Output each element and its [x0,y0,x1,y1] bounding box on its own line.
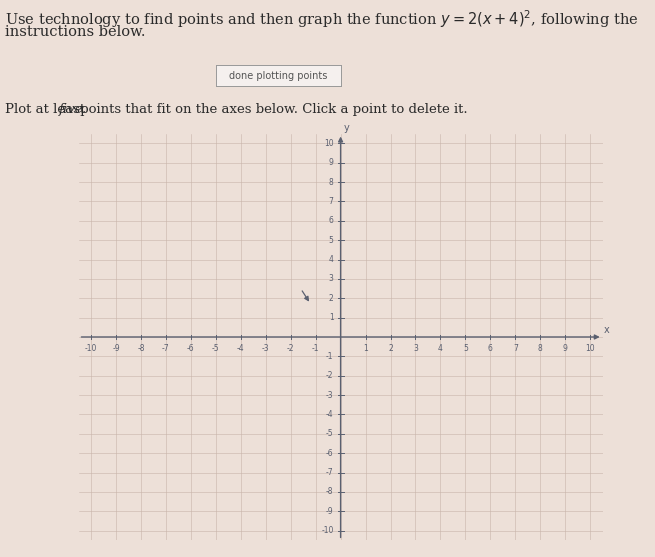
Text: 1: 1 [329,313,333,322]
Text: 4: 4 [329,255,333,264]
Text: 6: 6 [329,216,333,226]
Text: x: x [604,325,610,335]
Text: -2: -2 [287,344,295,353]
Text: Plot at least: Plot at least [5,103,90,116]
Text: -6: -6 [187,344,195,353]
Text: points that fit on the axes below. Click a point to delete it.: points that fit on the axes below. Click… [76,103,468,116]
Text: -9: -9 [112,344,120,353]
Text: five: five [59,103,83,116]
Text: 7: 7 [329,197,333,206]
Text: -8: -8 [138,344,145,353]
Text: -6: -6 [326,448,333,458]
Text: instructions below.: instructions below. [5,25,146,39]
Text: 3: 3 [413,344,418,353]
Text: 8: 8 [329,178,333,187]
Text: -9: -9 [326,507,333,516]
Text: -3: -3 [326,390,333,399]
Text: 3: 3 [329,275,333,284]
Text: -5: -5 [212,344,219,353]
Text: -7: -7 [326,468,333,477]
Text: 9: 9 [329,158,333,167]
Text: -10: -10 [85,344,97,353]
Text: -4: -4 [237,344,244,353]
Text: 10: 10 [586,344,595,353]
Text: done plotting points: done plotting points [229,71,328,81]
Text: -10: -10 [321,526,333,535]
Text: y: y [344,123,349,133]
Text: 2: 2 [329,294,333,303]
Text: 2: 2 [388,344,393,353]
Text: -5: -5 [326,429,333,438]
Text: 9: 9 [563,344,568,353]
Text: -4: -4 [326,410,333,419]
Text: 8: 8 [538,344,542,353]
Text: 7: 7 [513,344,517,353]
Text: 4: 4 [438,344,443,353]
Text: 1: 1 [363,344,368,353]
Text: 5: 5 [329,236,333,245]
Text: -1: -1 [326,352,333,361]
Text: 6: 6 [488,344,493,353]
Text: -7: -7 [162,344,170,353]
Text: 5: 5 [463,344,468,353]
Text: -8: -8 [326,487,333,496]
Text: Use technology to find points and then graph the function $y = 2(x + 4)^2$, foll: Use technology to find points and then g… [5,8,639,30]
Text: 10: 10 [324,139,333,148]
Text: -1: -1 [312,344,320,353]
Text: -3: -3 [262,344,270,353]
Text: -2: -2 [326,371,333,380]
